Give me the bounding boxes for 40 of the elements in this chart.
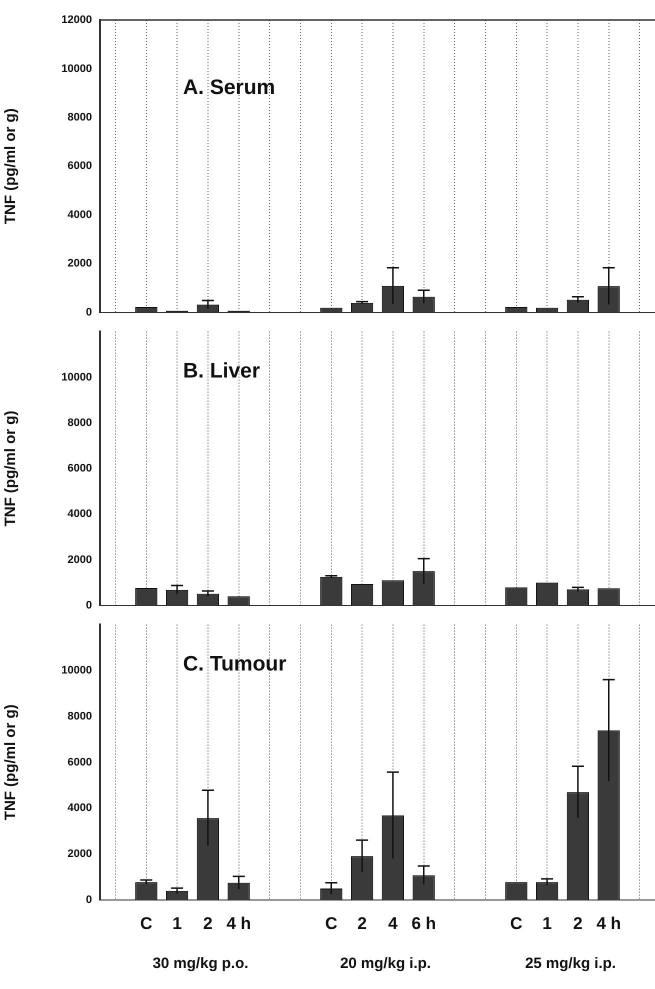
y-axis-title: TNF (pg/ml or g) [2,410,20,526]
x-tick-label: 4 h [226,914,252,933]
y-tick-label: 2000 [68,554,92,566]
y-tick-label: 6000 [68,756,92,768]
y-tick-label: 2000 [68,258,92,270]
y-tick-label: 10000 [61,371,92,384]
x-tick-label: 4 [388,914,398,933]
y-tick-label: 4000 [68,802,92,814]
x-tick-label: 2 [573,914,583,933]
x-tick-label: 2 [357,914,367,933]
y-tick-label: 4000 [68,508,92,520]
x-tick-label: C [510,914,522,933]
y-tick-label: 8000 [68,416,92,429]
text: A. Serum [183,76,276,99]
x-tick-label: 1 [172,914,182,933]
text: B. Liver [183,359,260,382]
y-tick-label: 0 [86,306,92,318]
x-tick-label: 2 [203,914,213,933]
y-tick-label: 6000 [68,462,92,475]
y-axis-title: TNF (pg/ml or g) [2,108,20,224]
y-tick-label: 8000 [68,112,92,124]
y-tick-label: 6000 [68,160,92,172]
text: 20 mg/kg i.p. [340,955,431,972]
y-tick-label: 0 [86,894,92,906]
text: 25 mg/kg i.p. [525,955,616,972]
x-tick-label: 6 h [411,914,436,933]
y-axis-title: TNF (pg/ml or g) [2,704,20,820]
x-tick-label: C [325,914,338,933]
y-tick-label: 0 [86,599,92,612]
y-tick-label: 10000 [61,62,92,75]
x-tick-label: 4 h [596,914,622,933]
x-tick-label: C [140,914,152,933]
text: C. Tumour [183,652,286,676]
y-tick-label: 4000 [68,208,92,221]
y-tick-label: 12000 [61,14,92,26]
x-tick-label: 1 [542,914,552,933]
y-tick-label: 10000 [61,664,92,677]
y-tick-label: 2000 [68,848,92,860]
text: 30 mg/kg p.o. [152,955,248,972]
y-tick-label: 8000 [68,710,92,722]
